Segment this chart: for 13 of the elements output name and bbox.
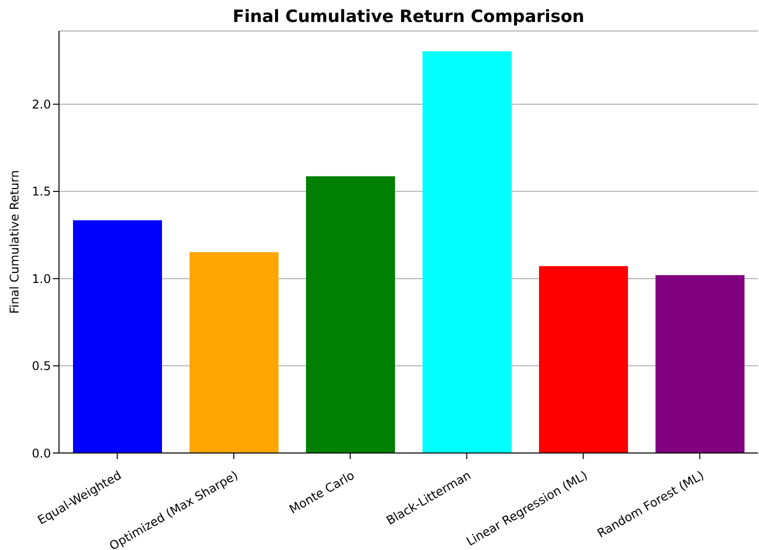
bar (306, 176, 395, 453)
y-axis-title: Final Cumulative Return (7, 170, 22, 314)
bar (73, 220, 162, 453)
y-tick-label: 2.0 (32, 98, 51, 112)
chart-title: Final Cumulative Return Comparison (232, 7, 586, 27)
bar (539, 266, 628, 453)
bar (190, 252, 278, 453)
y-tick-label: 0.0 (32, 446, 51, 460)
y-tick-label: 0.5 (32, 359, 51, 374)
bar (656, 275, 744, 453)
y-tick-label: 1.0 (32, 272, 51, 286)
y-tick-label: 1.5 (32, 184, 51, 199)
bar (422, 51, 512, 453)
